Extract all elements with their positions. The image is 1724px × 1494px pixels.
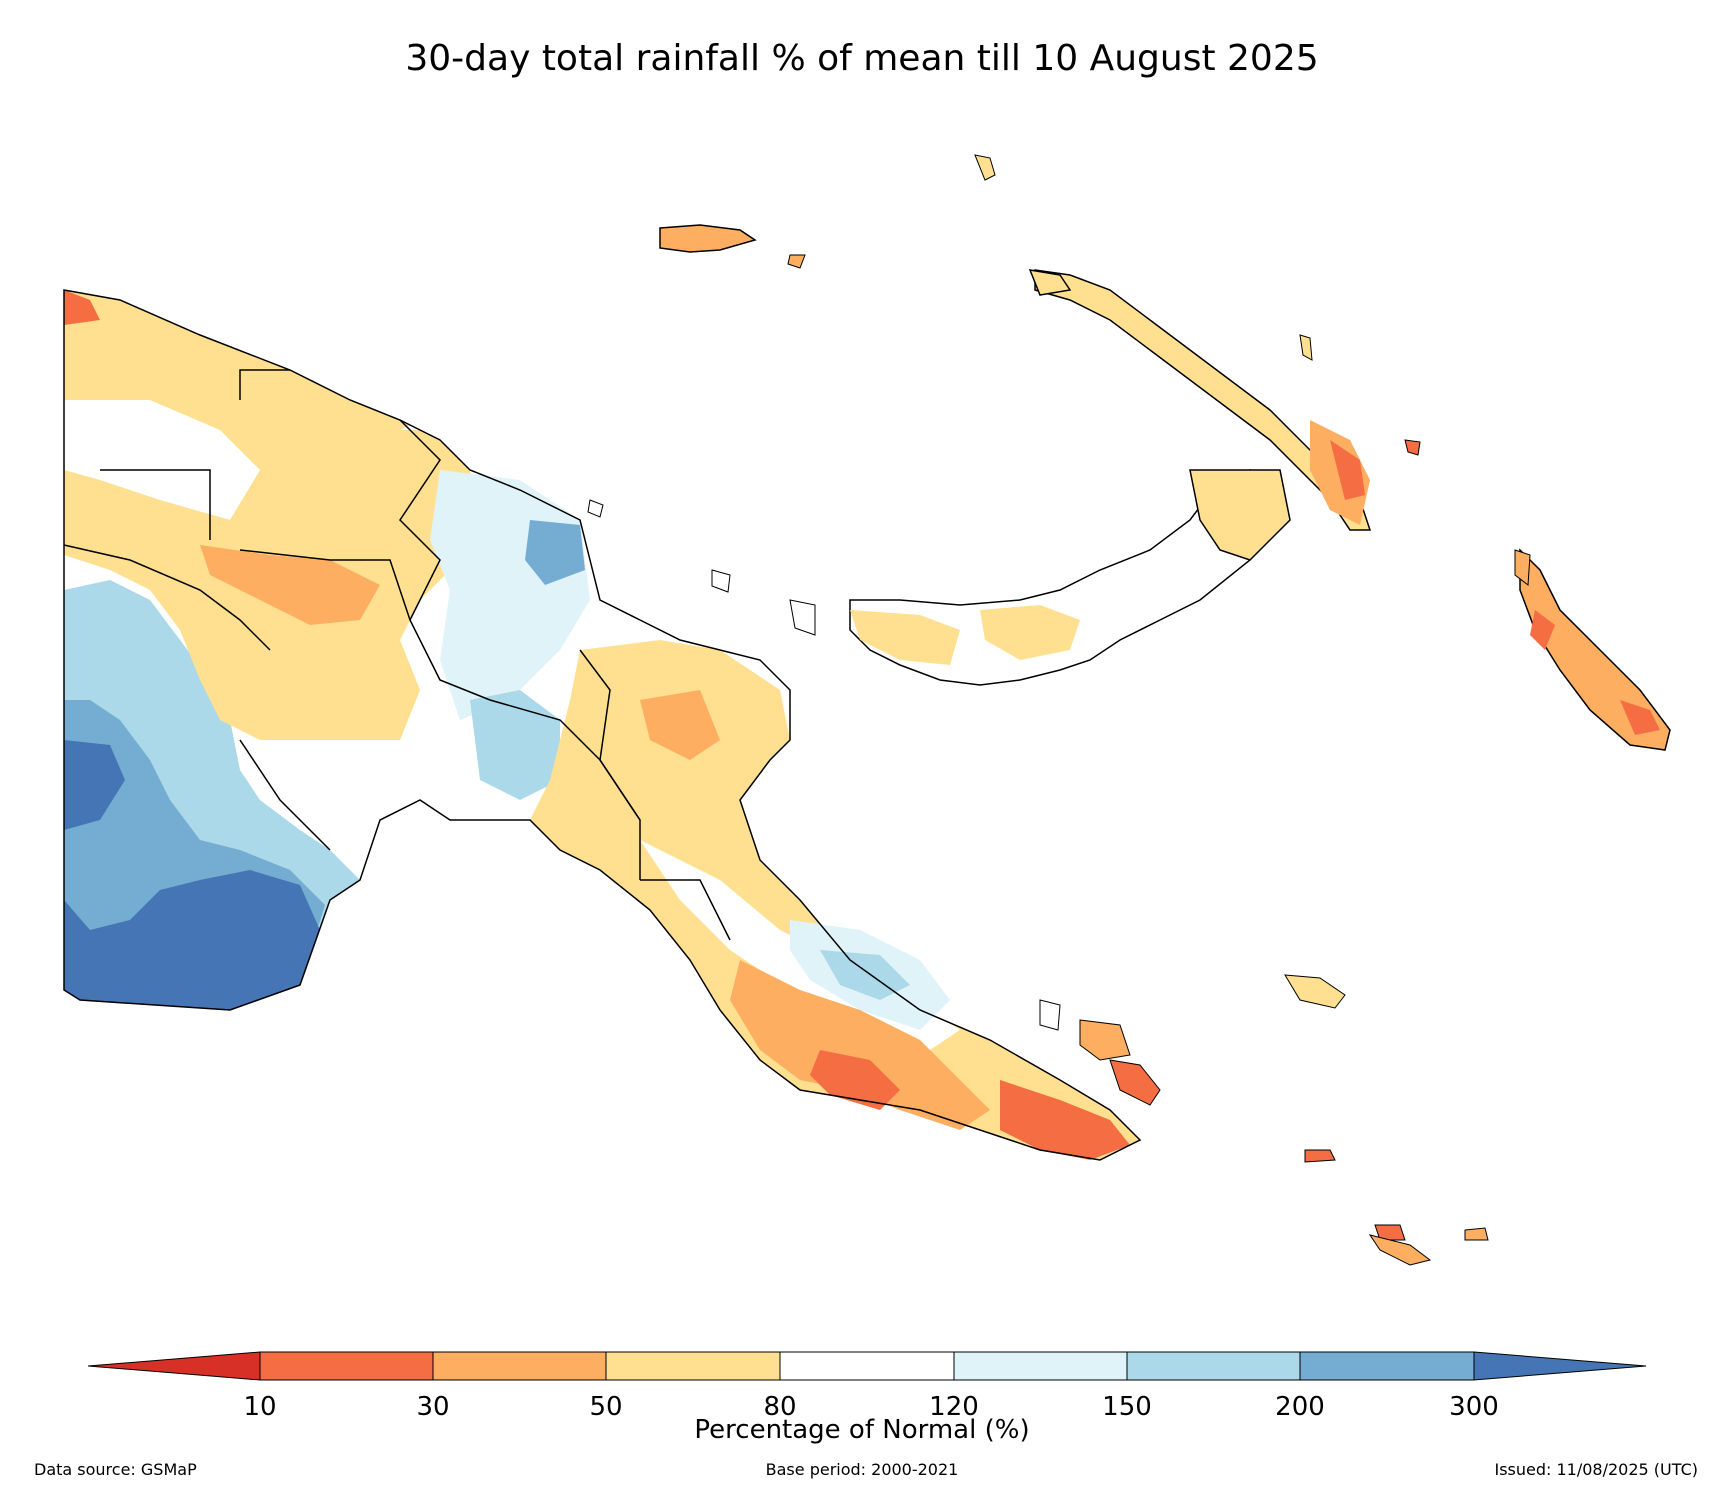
trobriand-island [1284,974,1346,1009]
western-province-wettest [64,740,125,830]
markham-wet [470,690,560,800]
tabar-island [1299,334,1313,361]
province-boundary-6 [579,649,641,880]
colorbar-extend-high [1473,1351,1647,1381]
colorbar-tick-label: 10 [243,1392,277,1422]
mussau-island [974,154,996,181]
ramu-normal [400,410,580,510]
karkar-island [587,499,604,518]
normanby-island [1109,1059,1161,1106]
province-boundary-4 [239,549,411,621]
sepik-normal-patch [64,400,260,520]
colorbar-swatch-200-300 [1299,1351,1475,1381]
misima-island [1374,1224,1406,1241]
new-ireland-south-red [1330,440,1365,500]
map-title: 30-day total rainfall % of mean till 10 … [405,38,1319,79]
colorbar-extend-low [87,1351,261,1381]
mainland-west-region [64,550,380,1010]
colorbar-label: Percentage of Normal (%) [694,1415,1030,1445]
buka-island [1514,549,1531,586]
new-britain-central-dry [980,605,1080,660]
madang-wetter [525,520,585,585]
milne-bay-orange [1000,1080,1130,1160]
lihir-island [1404,439,1421,456]
province-boundary-1 [63,544,271,651]
colorbar-tick-label: 120 [929,1392,979,1422]
colorbar-swatch-150-200 [1126,1351,1301,1381]
colorbar-tick-label: 200 [1275,1392,1325,1422]
new-britain-west-dry [850,610,960,665]
mainland-peninsula-region [530,640,1140,1160]
manus-small-island [787,254,806,269]
bougainville [1514,548,1671,751]
mainland-outline [63,289,1142,1161]
long-island [711,569,731,593]
colorbar [87,1351,1647,1381]
goodenough-island [1039,999,1061,1031]
central-province-orange [730,960,990,1130]
mainland-north-region [64,290,590,800]
province-boundary-7 [640,879,731,941]
bougainville-red-south [1620,700,1660,735]
colorbar-swatch-50-80 [605,1351,781,1381]
colorbar-swatch-120-150 [953,1351,1128,1381]
issued-date-note: Issued: 11/08/2025 (UTC) [1494,1460,1698,1479]
colorbar-tick-label: 30 [416,1392,450,1422]
peninsula-base [530,640,1140,1160]
madang-wet [430,470,590,720]
new-ireland [1028,269,1372,531]
colorbar-tick-label: 300 [1449,1392,1499,1422]
colorbar-swatch-10-30 [259,1351,434,1381]
colorbar-tick-label: 50 [589,1392,623,1422]
fly-delta-wettest [64,870,320,1010]
gazelle-peninsula-dry [1189,469,1291,561]
bougainville-red-north [1530,610,1555,650]
woodlark-island [1304,1149,1336,1163]
province-boundary-5 [399,419,641,821]
highlands-orange [200,545,380,625]
sudest-island [1368,1234,1432,1266]
colorbar-swatch-80-120 [779,1351,955,1381]
new-hanover [1028,269,1072,296]
mainland-coast [63,289,1142,1161]
sepik-dry-band [64,290,480,740]
manus-island [659,224,757,253]
small-islands [587,154,1489,1266]
colorbar-swatch-30-50 [432,1351,607,1381]
northwest-corner-orange [64,290,100,325]
umboi-island [789,599,816,636]
colorbar-tick-label: 80 [763,1392,797,1422]
province-boundary-2 [100,469,211,540]
data-source-note: Data source: GSMaP [34,1460,197,1479]
province-boundary-3 [239,369,290,400]
gulf-dry-patch [640,690,720,760]
new-britain [849,469,1291,686]
rossel-island [1464,1227,1489,1241]
province-boundary-8 [239,739,331,851]
base-period-note: Base period: 2000-2021 [765,1460,959,1479]
colorbar-tick-label: 150 [1102,1392,1152,1422]
fergusson-island [1079,1019,1131,1061]
western-transition-white [64,550,380,850]
